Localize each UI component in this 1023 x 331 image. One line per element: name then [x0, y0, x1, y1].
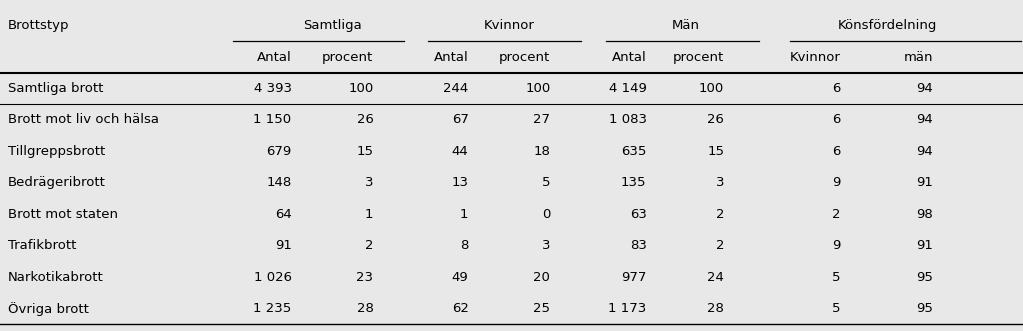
Text: 98: 98 — [917, 208, 933, 221]
Text: 100: 100 — [525, 82, 550, 95]
Text: 1: 1 — [460, 208, 469, 221]
Text: 26: 26 — [357, 114, 373, 126]
Text: procent: procent — [673, 51, 724, 64]
Text: Kvinnor: Kvinnor — [790, 51, 841, 64]
Text: Brottstyp: Brottstyp — [8, 19, 70, 32]
Text: 679: 679 — [266, 145, 292, 158]
Text: 135: 135 — [621, 176, 647, 189]
Text: 63: 63 — [630, 208, 647, 221]
Text: 94: 94 — [917, 145, 933, 158]
Text: 100: 100 — [348, 82, 373, 95]
Text: 1 235: 1 235 — [254, 302, 292, 315]
Text: Könsfördelning: Könsfördelning — [837, 19, 937, 32]
Text: Tillgreppsbrott: Tillgreppsbrott — [8, 145, 105, 158]
Text: 6: 6 — [833, 82, 841, 95]
Text: 62: 62 — [452, 302, 469, 315]
Text: 244: 244 — [443, 82, 469, 95]
Text: 91: 91 — [275, 239, 292, 252]
Text: män: män — [903, 51, 933, 64]
Text: 1 026: 1 026 — [254, 271, 292, 284]
Text: 4 393: 4 393 — [254, 82, 292, 95]
Text: 1 173: 1 173 — [609, 302, 647, 315]
Text: 3: 3 — [365, 176, 373, 189]
Text: 5: 5 — [833, 271, 841, 284]
Text: 95: 95 — [917, 302, 933, 315]
Text: 25: 25 — [533, 302, 550, 315]
Text: 4 149: 4 149 — [609, 82, 647, 95]
Text: Samtliga brott: Samtliga brott — [8, 82, 103, 95]
Text: 5: 5 — [542, 176, 550, 189]
Text: Antal: Antal — [257, 51, 292, 64]
Text: Narkotikabrott: Narkotikabrott — [8, 271, 104, 284]
Text: 95: 95 — [917, 271, 933, 284]
Text: 6: 6 — [833, 114, 841, 126]
Text: 1 150: 1 150 — [254, 114, 292, 126]
Text: procent: procent — [322, 51, 373, 64]
Text: 91: 91 — [917, 239, 933, 252]
Text: 15: 15 — [356, 145, 373, 158]
Text: 100: 100 — [699, 82, 724, 95]
Text: 3: 3 — [542, 239, 550, 252]
Text: 23: 23 — [356, 271, 373, 284]
Text: 67: 67 — [452, 114, 469, 126]
Text: 13: 13 — [451, 176, 469, 189]
Text: 1 083: 1 083 — [609, 114, 647, 126]
Text: Trafikbrott: Trafikbrott — [8, 239, 77, 252]
Text: 91: 91 — [917, 176, 933, 189]
Text: 6: 6 — [833, 145, 841, 158]
Text: 18: 18 — [534, 145, 550, 158]
Text: Brott mot staten: Brott mot staten — [8, 208, 119, 221]
Text: 28: 28 — [357, 302, 373, 315]
Text: 27: 27 — [533, 114, 550, 126]
Text: 26: 26 — [708, 114, 724, 126]
Text: 94: 94 — [917, 114, 933, 126]
Text: 2: 2 — [833, 208, 841, 221]
Text: 9: 9 — [833, 176, 841, 189]
Text: 15: 15 — [707, 145, 724, 158]
Text: 83: 83 — [630, 239, 647, 252]
Text: 148: 148 — [266, 176, 292, 189]
Text: 20: 20 — [534, 271, 550, 284]
Text: Kvinnor: Kvinnor — [484, 19, 535, 32]
Text: 5: 5 — [833, 302, 841, 315]
Text: 24: 24 — [708, 271, 724, 284]
Text: 49: 49 — [452, 271, 469, 284]
Text: procent: procent — [499, 51, 550, 64]
Text: Samtliga: Samtliga — [303, 19, 362, 32]
Text: 94: 94 — [917, 82, 933, 95]
Text: 977: 977 — [621, 271, 647, 284]
Text: 8: 8 — [460, 239, 469, 252]
Text: 2: 2 — [365, 239, 373, 252]
Text: 64: 64 — [275, 208, 292, 221]
Text: Övriga brott: Övriga brott — [8, 302, 89, 316]
Text: Antal: Antal — [612, 51, 647, 64]
Text: Antal: Antal — [434, 51, 469, 64]
Text: 3: 3 — [716, 176, 724, 189]
Text: Bedrägeribrott: Bedrägeribrott — [8, 176, 106, 189]
Text: Brott mot liv och hälsa: Brott mot liv och hälsa — [8, 114, 160, 126]
Text: 44: 44 — [452, 145, 469, 158]
Text: 2: 2 — [716, 239, 724, 252]
Text: Män: Män — [671, 19, 700, 32]
Text: 28: 28 — [708, 302, 724, 315]
Text: 635: 635 — [621, 145, 647, 158]
Text: 9: 9 — [833, 239, 841, 252]
Text: 2: 2 — [716, 208, 724, 221]
Text: 1: 1 — [365, 208, 373, 221]
Text: 0: 0 — [542, 208, 550, 221]
